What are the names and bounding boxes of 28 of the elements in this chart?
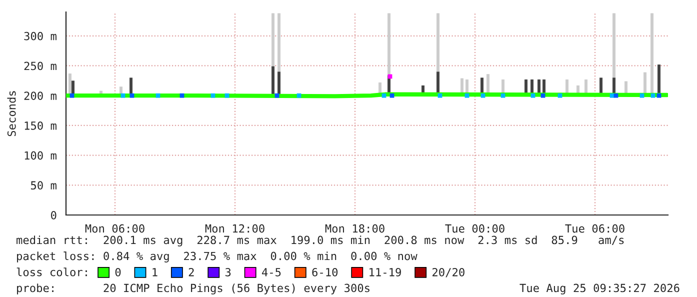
x-tick-label: Mon 12:00	[205, 224, 264, 233]
y-tick-label: 50 m	[30, 181, 56, 190]
x-tick-label: Tue 00:00	[445, 224, 504, 233]
x-tick-label: Mon 06:00	[85, 224, 144, 233]
legend-label: 4-5	[262, 268, 281, 276]
legend-label: 20/20	[432, 268, 464, 278]
y-tick-label: 250 m	[24, 62, 56, 70]
text: Tue Aug 25 09:35:27 2026	[520, 284, 680, 294]
legend-label: 3	[225, 268, 231, 276]
y-axis-title: Seconds	[7, 91, 16, 136]
x-tick-label: Mon 18:00	[325, 224, 384, 233]
bar	[272, 66, 274, 96]
legend-label: 2	[188, 268, 194, 276]
y-tick-label: 150 m	[24, 121, 56, 130]
text: probe: 20 ICMP Echo Pings (56 Bytes) every 300s	[17, 284, 370, 294]
y-tick-label: 100 m	[24, 151, 56, 160]
y-tick-label: 0	[51, 211, 56, 220]
bar	[278, 72, 280, 96]
legend-label: 6-10	[312, 268, 338, 276]
y-tick-label: 300 m	[24, 32, 56, 40]
legend-title: loss color:	[16, 268, 87, 276]
y-tick-label: 200 m	[24, 92, 56, 100]
x-tick-label: Tue 06:00	[565, 224, 624, 233]
legend-label: 0	[115, 268, 121, 276]
legend-label: 1	[152, 268, 158, 276]
legend-label: 11-19	[370, 268, 401, 276]
text: packet loss: 0.84 % avg 23.75 % max 0.00 % min 0.00 % now	[17, 252, 418, 262]
text: median rtt: 200.1 ms avg 228.7 ms max 199.0 ms min 200.8 ms now 2.3 ms sd 85.9 am/s	[16, 236, 624, 246]
